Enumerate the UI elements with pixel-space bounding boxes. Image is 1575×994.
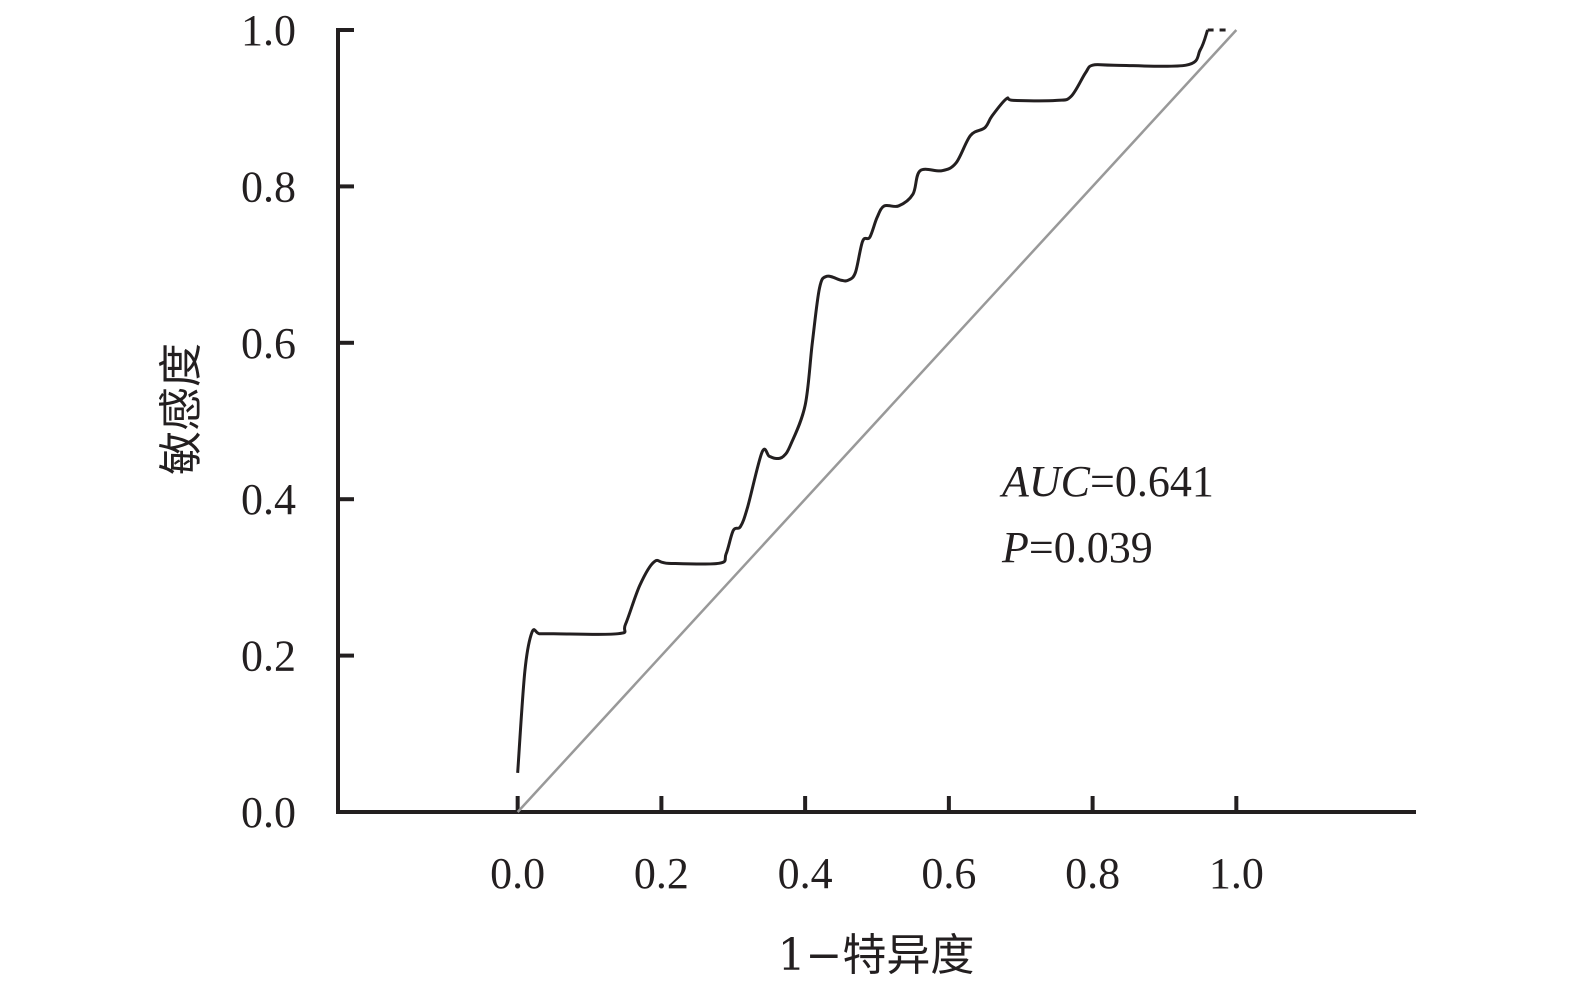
- auc-label: AUC: [999, 457, 1091, 506]
- p-label: P: [1001, 523, 1029, 572]
- x-tick-label: 0.8: [1065, 849, 1120, 898]
- y-axis-label: 敏感度: [156, 343, 207, 475]
- x-tick-label: 0.0: [490, 849, 545, 898]
- auc-value: =0.641: [1090, 457, 1214, 506]
- auc-annotation: AUC=0.641: [999, 457, 1214, 506]
- x-tick-label: 0.6: [921, 849, 976, 898]
- y-tick-label: 0.2: [241, 632, 296, 681]
- roc-curve-line: [516, 29, 1210, 774]
- y-tick-label: 0.4: [241, 475, 296, 524]
- x-tick-label: 1.0: [1209, 849, 1264, 898]
- y-tick-label: 0.8: [241, 162, 296, 211]
- reference-diagonal-line: [516, 29, 1238, 813]
- y-tick-label: 0.6: [241, 319, 296, 368]
- y-tick-label: 1.0: [241, 6, 296, 55]
- x-tick-label: 0.4: [778, 849, 833, 898]
- ticks: 0.0 0.2 0.4 0.6 0.8 1.0 0.0 0.2 0.4 0.6 0.8 1.0: [241, 6, 1264, 898]
- y-tick-label: 0.0: [241, 788, 296, 837]
- series: [516, 28, 1238, 813]
- x-tick-label: 0.2: [634, 849, 689, 898]
- x-axis-label: 1−特异度: [778, 930, 975, 981]
- p-annotation: P=0.039: [1001, 523, 1153, 572]
- p-value: =0.039: [1029, 523, 1153, 572]
